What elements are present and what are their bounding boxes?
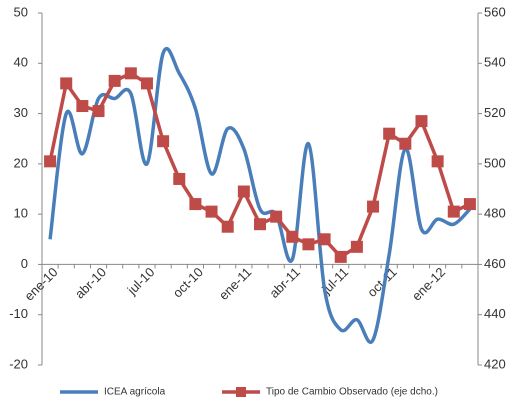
series-marker (76, 100, 89, 113)
y2-tick-label: 420 (484, 356, 506, 371)
y2-tick-label: 460 (484, 256, 506, 271)
series-marker (367, 200, 380, 213)
y2-tick-label: 500 (484, 155, 506, 170)
series-marker (189, 198, 202, 211)
series-marker (463, 198, 476, 211)
series-marker (92, 105, 105, 118)
series-marker (270, 210, 283, 223)
series-marker (431, 155, 444, 168)
y2-tick-label: 440 (484, 306, 506, 321)
series-marker (447, 205, 460, 218)
series-marker (221, 220, 234, 233)
y2-tick-label: 520 (484, 105, 506, 120)
series-marker (173, 172, 186, 185)
y-tick-label: 30 (14, 105, 28, 120)
series-marker (318, 233, 331, 246)
series-marker (124, 67, 137, 80)
series-marker (334, 250, 347, 263)
y2-tick-label: 540 (484, 55, 506, 70)
series-marker (415, 115, 428, 128)
y-tick-label: 40 (14, 55, 28, 70)
x-tick-label: jul-10 (124, 264, 158, 298)
legend-marker (236, 387, 246, 397)
y-tick-label: 0 (21, 256, 28, 271)
x-tick-label: abr-11 (266, 264, 303, 301)
y2-tick-label: 560 (484, 4, 506, 19)
series-marker (350, 240, 363, 253)
x-tick-label: ene-12 (409, 264, 448, 303)
series-marker (205, 205, 218, 218)
series-line (48, 46, 472, 344)
series-marker (157, 135, 170, 148)
y2-tick-label: 480 (484, 206, 506, 221)
series-marker (399, 137, 412, 150)
y-tick-label: 20 (14, 155, 28, 170)
series-marker (254, 218, 266, 231)
series-marker (60, 77, 73, 90)
series-marker (383, 127, 396, 140)
series-marker (237, 185, 250, 198)
series-marker (302, 238, 315, 251)
series-marker (108, 74, 121, 87)
x-tick-label: ene-11 (216, 264, 255, 303)
x-tick-label: oct-10 (170, 264, 206, 300)
series-marker (44, 155, 57, 168)
series-marker (286, 230, 299, 243)
x-tick-label: abr-10 (72, 264, 109, 301)
series-marker (140, 77, 153, 90)
y-tick-label: 50 (14, 4, 28, 19)
y-tick-label: 10 (14, 206, 28, 221)
legend-label: Tipo de Cambio Observado (eje dcho.) (266, 387, 438, 398)
y-tick-label: -10 (9, 306, 28, 321)
legend-label: ICEA agrícola (104, 387, 166, 398)
y-tick-label: -20 (9, 356, 28, 371)
